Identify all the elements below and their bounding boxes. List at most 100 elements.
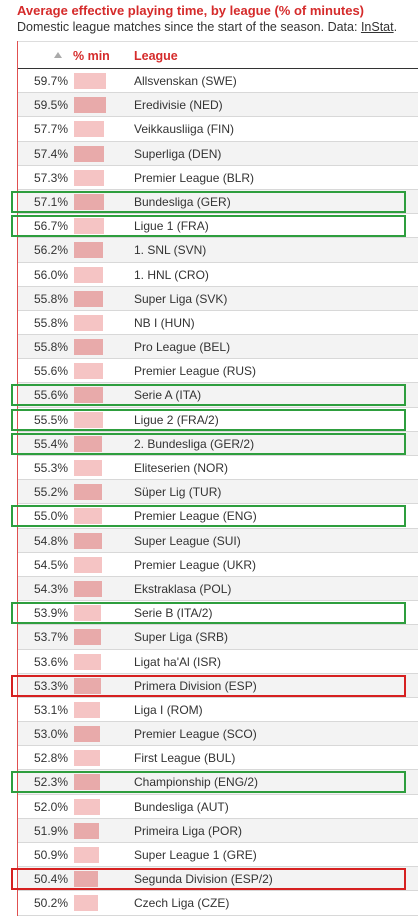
pct-bar	[74, 73, 106, 89]
pct-bar	[74, 387, 103, 404]
table-row: 55.6% Premier League (RUS)	[18, 359, 418, 384]
table-row: 57.3% Premier League (BLR)	[18, 165, 418, 190]
pct-bar	[74, 169, 104, 186]
sort-ascending-icon[interactable]	[54, 52, 62, 58]
pct-bar	[74, 460, 103, 476]
pct-value: 53.3%	[33, 678, 68, 693]
pct-bar	[74, 653, 101, 670]
pct-value: 55.5%	[33, 412, 68, 427]
pct-value: 57.3%	[33, 170, 68, 185]
pct-bar	[74, 193, 104, 210]
source-link[interactable]: InStat	[360, 20, 394, 34]
league-name: Superliga (DEN)	[134, 146, 222, 161]
table-row: 50.9% Super League 1 (GRE)	[18, 843, 418, 868]
table-row: 54.3% Ekstraklasa (POL)	[18, 576, 418, 602]
pct-bar	[74, 218, 104, 235]
pct-value: 57.1%	[33, 194, 68, 209]
pct-bar	[74, 798, 100, 815]
pct-bar	[74, 750, 101, 767]
league-name: Primera Division (ESP)	[134, 678, 257, 693]
pct-value: 53.9%	[33, 606, 68, 621]
league-name: 1. SNL (SVN)	[134, 243, 207, 258]
pct-value: 52.8%	[33, 751, 68, 766]
pct-value: 55.3%	[33, 461, 68, 475]
table-row: 57.1% Bundesliga (GER)	[11, 189, 418, 215]
pct-bar	[74, 629, 101, 646]
pct-value: 59.7%	[33, 74, 68, 88]
pct-bar	[74, 701, 101, 718]
pct-bar	[74, 580, 102, 597]
pct-value: 50.9%	[33, 848, 68, 862]
league-name: 1. HNL (CRO)	[134, 267, 209, 282]
pct-bar	[74, 532, 102, 549]
column-header-league[interactable]: League	[134, 49, 178, 63]
pct-bar	[74, 411, 103, 428]
table-row: 55.8% NB I (HUN)	[18, 310, 418, 336]
league-name: Bundesliga (GER)	[134, 194, 231, 209]
pct-value: 54.3%	[33, 581, 68, 596]
league-name: Primeira Liga (POR)	[134, 823, 243, 838]
pct-value: 53.0%	[33, 727, 68, 742]
league-name: Ekstraklasa (POL)	[134, 581, 232, 596]
league-name: 2. Bundesliga (GER/2)	[134, 436, 255, 451]
green-highlight-box	[11, 384, 406, 407]
pct-value: 56.2%	[33, 243, 68, 258]
league-name: Liga I (ROM)	[134, 702, 203, 717]
league-name: First League (BUL)	[134, 751, 236, 766]
table-row: 55.4% 2. Bundesliga (GER/2)	[11, 431, 418, 456]
league-name: Ligue 1 (FRA)	[134, 219, 209, 234]
pct-value: 55.6%	[33, 364, 68, 379]
pct-value: 52.0%	[33, 799, 68, 814]
pct-value: 50.2%	[33, 896, 68, 911]
league-name: Serie B (ITA/2)	[134, 606, 213, 621]
league-name: Süper Lig (TUR)	[134, 485, 222, 500]
league-name: Super Liga (SVK)	[134, 291, 228, 306]
pct-value: 57.7%	[33, 122, 68, 137]
league-name: Ligat ha'Al (ISR)	[134, 654, 221, 669]
league-table: % min League 59.7% Allsvenskan (SWE) 59.5%…	[11, 41, 418, 916]
league-name: Super League (SUI)	[134, 533, 241, 548]
table-body: 59.7% Allsvenskan (SWE) 59.5% Eredivisie (N…	[11, 69, 418, 916]
pct-value: 55.4%	[33, 436, 68, 451]
pct-bar	[74, 556, 102, 573]
pct-bar	[74, 484, 103, 501]
table-row: 53.9% Serie B (ITA/2)	[11, 601, 418, 626]
column-header-pct[interactable]: % min	[73, 49, 110, 63]
pct-bar	[74, 97, 106, 114]
league-name: Czech Liga (CZE)	[134, 896, 230, 911]
league-name: Eliteserien (NOR)	[134, 461, 229, 475]
pct-value: 56.7%	[33, 219, 68, 234]
league-name: Pro League (BEL)	[134, 340, 231, 355]
pct-value: 53.6%	[33, 654, 68, 669]
league-name: Premier League (BLR)	[134, 170, 255, 185]
table-row: 59.5% Eredivisie (NED)	[18, 93, 418, 118]
table-row: 53.7% Super Liga (SRB)	[18, 625, 418, 650]
table-row: 51.9% Primeira Liga (POR)	[18, 818, 418, 843]
table-row: 54.8% Super League (SUI)	[18, 528, 418, 553]
pct-bar	[74, 726, 101, 743]
pct-value: 57.4%	[33, 146, 68, 161]
table-row: 56.7% Ligue 1 (FRA)	[11, 214, 418, 239]
pct-bar	[74, 847, 99, 863]
pct-value: 52.3%	[33, 775, 68, 790]
pct-bar	[74, 314, 103, 331]
pct-bar	[74, 871, 99, 888]
pct-value: 51.9%	[33, 823, 68, 838]
pct-bar	[74, 508, 102, 525]
table-row: 52.3% Championship (ENG/2)	[11, 770, 418, 795]
pct-value: 53.1%	[33, 702, 68, 717]
pct-bar	[74, 121, 105, 138]
table-row: 56.0% 1. HNL (CRO)	[18, 262, 418, 287]
pct-value: 55.2%	[33, 485, 68, 500]
pct-value: 55.8%	[33, 315, 68, 330]
chart-subtitle: Domestic league matches since the start …	[17, 20, 397, 34]
league-name: NB I (HUN)	[134, 315, 195, 330]
pct-value: 56.0%	[33, 267, 68, 282]
league-name: Super Liga (SRB)	[134, 630, 229, 645]
league-name: Championship (ENG/2)	[134, 775, 259, 790]
pct-bar	[74, 677, 101, 694]
pct-value: 53.7%	[33, 630, 68, 645]
pct-bar	[74, 605, 102, 622]
table-row: 55.0% Premier League (ENG)	[11, 504, 418, 529]
league-name: Bundesliga (AUT)	[134, 799, 229, 814]
